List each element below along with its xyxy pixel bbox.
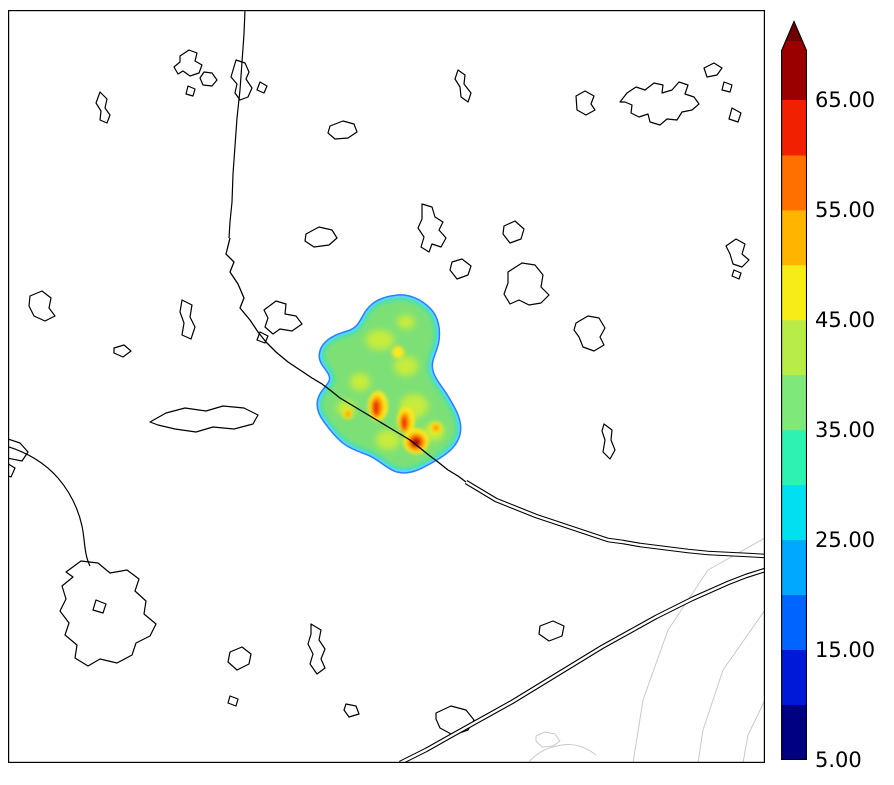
admin-line bbox=[742, 699, 765, 763]
lake-outline bbox=[173, 49, 203, 77]
lake-outlines bbox=[8, 49, 750, 736]
admin-line bbox=[527, 744, 597, 763]
lake-outline bbox=[503, 262, 550, 306]
lake-outline bbox=[449, 258, 472, 280]
colorbar-band bbox=[781, 154, 807, 211]
lake-outline bbox=[601, 423, 616, 460]
lake-outline bbox=[721, 81, 733, 93]
heatmap-overlay bbox=[316, 294, 462, 474]
river-line bbox=[225, 237, 467, 483]
overlay-edge-band bbox=[319, 297, 458, 471]
lake-outline bbox=[575, 90, 596, 116]
admin-line bbox=[697, 609, 765, 763]
colorbar-tick-label: 25.00 bbox=[815, 528, 876, 552]
lake-outline bbox=[28, 290, 56, 322]
colorbar-tick-label: 35.00 bbox=[815, 418, 876, 442]
lake-outline bbox=[113, 344, 132, 358]
lake-outline bbox=[703, 62, 723, 78]
colorbar-band bbox=[781, 264, 807, 321]
lake-outline bbox=[728, 107, 742, 123]
lake-outline bbox=[417, 203, 447, 253]
lake-outline bbox=[227, 695, 239, 707]
lake-outline bbox=[304, 226, 338, 248]
colorbar bbox=[781, 20, 808, 760]
admin-boundaries bbox=[527, 537, 765, 763]
lake-outline bbox=[149, 405, 259, 433]
river-gap bbox=[399, 568, 765, 763]
lake-outline bbox=[199, 71, 218, 87]
colorbar-svg bbox=[781, 20, 808, 760]
lake-outline bbox=[185, 85, 196, 97]
lake-outline bbox=[8, 438, 29, 462]
lake-outline bbox=[307, 623, 326, 675]
river-gap bbox=[465, 480, 765, 558]
colorbar-outline bbox=[781, 20, 808, 760]
lake-outline bbox=[343, 703, 360, 718]
lake-outline bbox=[263, 300, 303, 335]
lake-outline bbox=[230, 59, 253, 101]
lake-outline bbox=[227, 646, 252, 671]
colorbar-band bbox=[781, 319, 807, 376]
lake-outline bbox=[538, 620, 565, 642]
map-panel bbox=[8, 10, 765, 763]
lake-outline bbox=[256, 81, 268, 94]
island-outline bbox=[92, 599, 107, 614]
colorbar-band bbox=[781, 539, 807, 596]
overlay-hot-patches bbox=[343, 346, 442, 454]
lake-outline bbox=[59, 560, 157, 667]
colorbar-band bbox=[781, 649, 807, 705]
lake-outline bbox=[435, 705, 475, 736]
colorbar-over-arrow bbox=[781, 21, 807, 100]
colorbar-band bbox=[781, 704, 807, 760]
river-tributary bbox=[8, 446, 91, 567]
colorbar-arrow-tip bbox=[786, 23, 802, 41]
colorbar-tick-label: 5.00 bbox=[815, 748, 862, 772]
colorbar-band bbox=[781, 374, 807, 431]
river-casing bbox=[464, 480, 765, 559]
lake-outline bbox=[573, 315, 606, 352]
colorbar-tick-label: 55.00 bbox=[815, 198, 876, 222]
admin-line bbox=[632, 537, 765, 763]
colorbar-band bbox=[781, 484, 807, 541]
admin-line bbox=[535, 731, 561, 748]
rivers bbox=[225, 237, 765, 763]
colorbar-band bbox=[781, 429, 807, 486]
lake-outline bbox=[725, 238, 750, 268]
colorbar-tick-label: 45.00 bbox=[815, 308, 876, 332]
lake-outline bbox=[454, 69, 472, 103]
map-plot bbox=[8, 10, 765, 763]
lake-outline bbox=[256, 331, 269, 344]
lake-outline bbox=[731, 269, 742, 280]
lake-outline bbox=[327, 120, 358, 140]
lake-outline bbox=[95, 91, 111, 124]
boundary-line bbox=[228, 10, 246, 239]
colorbar-band bbox=[781, 594, 807, 650]
plot-frame bbox=[8, 10, 765, 763]
lake-outline bbox=[619, 81, 700, 126]
colorbar-tick-label: 65.00 bbox=[815, 88, 876, 112]
lake-outline bbox=[502, 220, 525, 244]
colorbar-band bbox=[781, 209, 807, 266]
lake-outline bbox=[179, 299, 196, 340]
colorbar-band bbox=[781, 100, 807, 156]
lake-outline bbox=[8, 463, 16, 478]
colorbar-tick-label: 15.00 bbox=[815, 638, 876, 662]
